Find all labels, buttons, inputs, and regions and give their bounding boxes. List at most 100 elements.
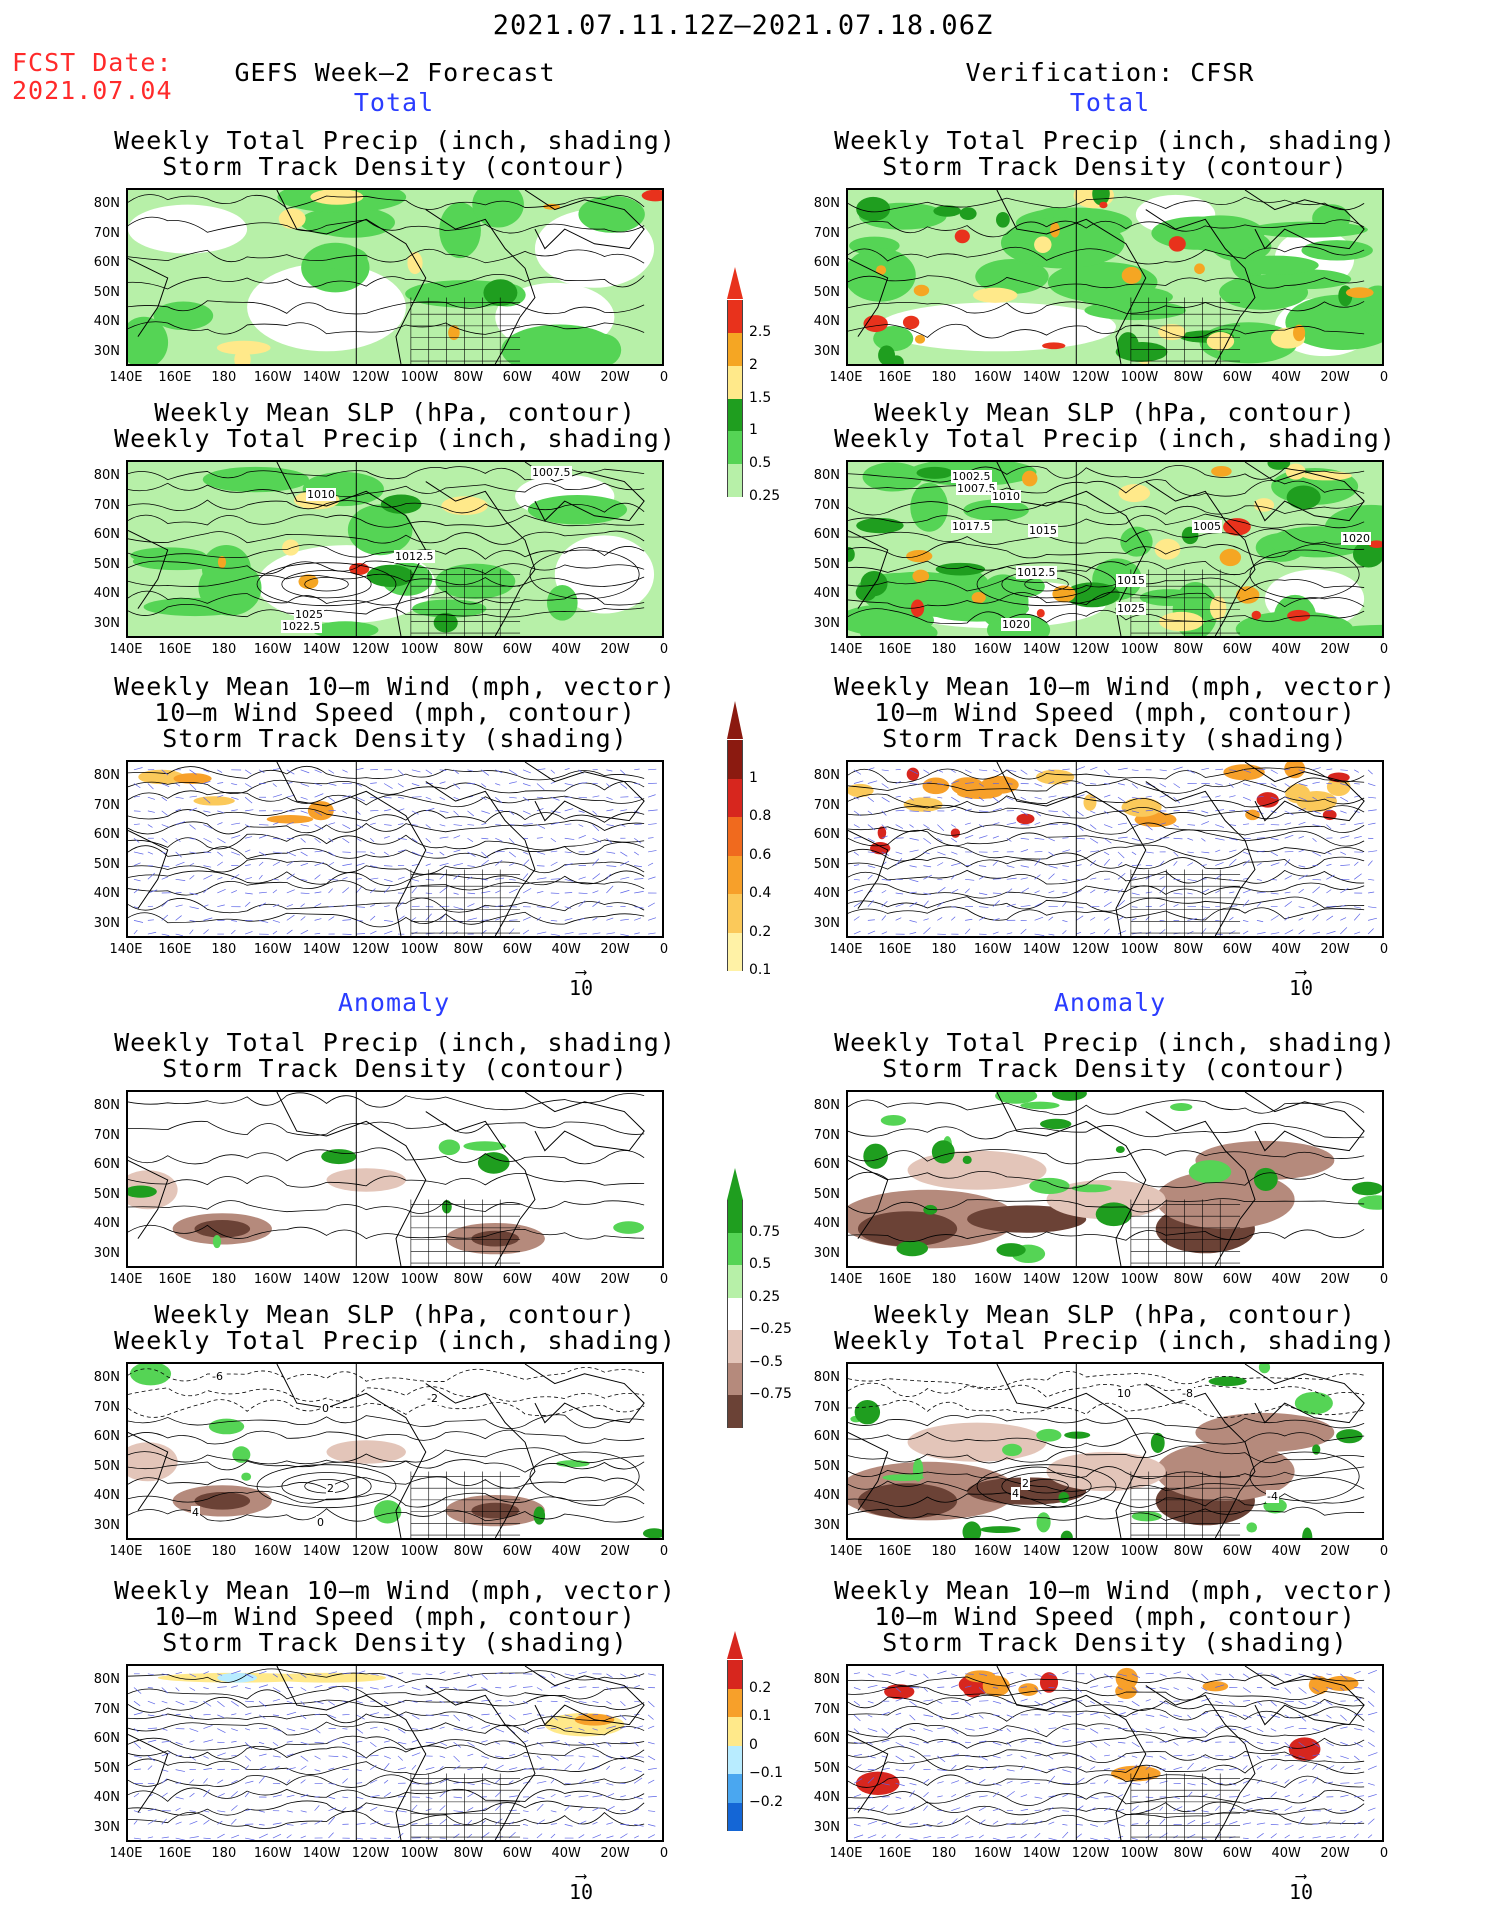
lat-label: 50N bbox=[93, 284, 120, 300]
left-total-heading: Total bbox=[353, 88, 435, 117]
slp-contour-label: 1025 bbox=[1116, 602, 1146, 615]
map-panel-aprecip-gefs bbox=[126, 1090, 664, 1268]
panel-title-line: Weekly Total Precip (inch, shading) bbox=[114, 1028, 676, 1057]
slp-contour-label: 4 bbox=[1011, 1487, 1020, 1500]
lon-label: 60W bbox=[502, 370, 532, 385]
total-precip-colorbar-segment bbox=[727, 365, 743, 399]
lat-label: 80N bbox=[813, 196, 840, 211]
left-column-title: GEFS Week–2 Forecast bbox=[234, 58, 556, 87]
slp-contour-label: -6 bbox=[211, 1370, 224, 1383]
lat-label: 30N bbox=[813, 1819, 840, 1835]
lat-label: 60N bbox=[93, 527, 120, 542]
anom-storm-colorbar-top-arrow bbox=[727, 1631, 743, 1660]
total-precip-colorbar-segment bbox=[727, 464, 743, 498]
lat-label: 50N bbox=[93, 556, 120, 572]
lon-label: 60W bbox=[1222, 370, 1252, 385]
anom-precip-colorbar-segment bbox=[727, 1200, 743, 1233]
lon-label: 160W bbox=[973, 942, 1012, 957]
panel-title-line: Weekly Mean 10–m Wind (mph, vector) bbox=[114, 1576, 676, 1605]
lon-label: 140W bbox=[302, 642, 341, 657]
total-storm-colorbar-label: 1 bbox=[749, 769, 758, 786]
anom-precip-colorbar-segment bbox=[727, 1297, 743, 1330]
slp-contour-label: 1017.5 bbox=[951, 520, 992, 533]
anom-storm-colorbar-label: 0 bbox=[749, 1736, 758, 1753]
vector-reference-arrow: ⟶ bbox=[1296, 1866, 1306, 1885]
lon-label: 140W bbox=[1022, 942, 1061, 957]
lat-label: 80N bbox=[93, 768, 120, 783]
lon-label: 80W bbox=[1173, 642, 1204, 657]
total-storm-colorbar-segment bbox=[727, 817, 743, 856]
lon-label: 80W bbox=[453, 942, 484, 957]
lon-label: 0 bbox=[1379, 642, 1389, 657]
panel-title-line: Weekly Mean 10–m Wind (mph, vector) bbox=[114, 672, 676, 701]
lon-label: 40W bbox=[1271, 1544, 1301, 1559]
lon-label: 100W bbox=[1120, 1272, 1159, 1287]
lon-label: 100W bbox=[1120, 1544, 1159, 1559]
lon-label: 140W bbox=[302, 370, 341, 385]
lon-label: 100W bbox=[1120, 1846, 1159, 1861]
slp-contour-label: -2 bbox=[426, 1392, 439, 1405]
total-precip-colorbar-label: 1.5 bbox=[749, 389, 772, 406]
lon-label: 160E bbox=[878, 1544, 912, 1559]
lat-label: 40N bbox=[93, 886, 120, 901]
lon-label: 140E bbox=[109, 1544, 143, 1559]
lon-label: 60W bbox=[502, 1272, 532, 1287]
anom-storm-colorbar-label: −0.2 bbox=[749, 1793, 783, 1810]
panel-title-line: 10–m Wind Speed (mph, contour) bbox=[154, 698, 636, 727]
lon-label: 160W bbox=[973, 1272, 1012, 1287]
lon-label: 40W bbox=[1271, 642, 1301, 657]
lon-label: 20W bbox=[1320, 370, 1350, 385]
lon-label: 20W bbox=[1320, 1272, 1350, 1287]
slp-contour-label: -8 bbox=[1181, 1387, 1194, 1400]
slp-contour-label: 1020 bbox=[1001, 618, 1031, 631]
map-panel-aslp-gefs bbox=[126, 1362, 664, 1540]
lon-label: 0 bbox=[659, 1272, 669, 1287]
total-storm-colorbar-segment bbox=[727, 778, 743, 818]
vector-reference-value: 10 bbox=[568, 976, 594, 1000]
lon-label: 20W bbox=[600, 370, 630, 385]
lat-label: 50N bbox=[93, 1186, 120, 1202]
lon-label: 120W bbox=[351, 1846, 390, 1861]
total-precip-colorbar-segment bbox=[727, 332, 743, 366]
panel-title-line: Storm Track Density (contour) bbox=[882, 1054, 1348, 1083]
panel-title-line: Storm Track Density (shading) bbox=[162, 724, 628, 753]
total-storm-colorbar-label: 0.4 bbox=[749, 885, 772, 902]
lat-label: 30N bbox=[93, 915, 120, 931]
lon-label: 40W bbox=[1271, 1272, 1301, 1287]
lon-label: 140W bbox=[302, 1544, 341, 1559]
lon-label: 100W bbox=[400, 1544, 439, 1559]
vector-reference-arrow: ⟶ bbox=[1296, 962, 1306, 981]
lon-label: 160E bbox=[878, 370, 912, 385]
lon-label: 160E bbox=[878, 942, 912, 957]
lat-label: 30N bbox=[813, 1517, 840, 1533]
lon-label: 40W bbox=[551, 370, 581, 385]
lon-label: 0 bbox=[659, 642, 669, 657]
lon-label: 120W bbox=[351, 942, 390, 957]
total-precip-colorbar-label: 0.25 bbox=[749, 488, 781, 505]
lon-label: 180 bbox=[211, 942, 237, 957]
lon-label: 160E bbox=[158, 642, 192, 657]
panel-title-line: 10–m Wind Speed (mph, contour) bbox=[874, 1602, 1356, 1631]
lon-label: 120W bbox=[1071, 1846, 1110, 1861]
lon-label: 120W bbox=[1071, 642, 1110, 657]
lon-label: 180 bbox=[931, 1846, 957, 1861]
panel-title-line: 10–m Wind Speed (mph, contour) bbox=[874, 698, 1356, 727]
lon-label: 80W bbox=[453, 370, 484, 385]
vector-reference-value: 10 bbox=[1288, 1880, 1314, 1904]
lon-label: 0 bbox=[1379, 370, 1389, 385]
lat-label: 80N bbox=[93, 1098, 120, 1113]
lat-label: 70N bbox=[93, 1399, 120, 1415]
panel-title-line: Weekly Total Precip (inch, shading) bbox=[834, 1028, 1396, 1057]
lat-label: 60N bbox=[93, 1731, 120, 1746]
lat-label: 70N bbox=[813, 1701, 840, 1717]
anom-storm-colorbar-segment bbox=[727, 1717, 743, 1746]
total-precip-colorbar-segment bbox=[727, 300, 743, 333]
total-storm-colorbar-label: 0.1 bbox=[749, 962, 772, 979]
slp-contour-label: 1002.5 bbox=[951, 470, 992, 483]
panel-title-line: Weekly Mean SLP (hPa, contour) bbox=[154, 1300, 636, 1329]
lon-label: 160E bbox=[878, 1846, 912, 1861]
lon-label: 0 bbox=[659, 1544, 669, 1559]
lat-label: 60N bbox=[813, 1157, 840, 1172]
total-storm-colorbar-top-arrow bbox=[727, 701, 743, 740]
lat-label: 30N bbox=[93, 343, 120, 359]
